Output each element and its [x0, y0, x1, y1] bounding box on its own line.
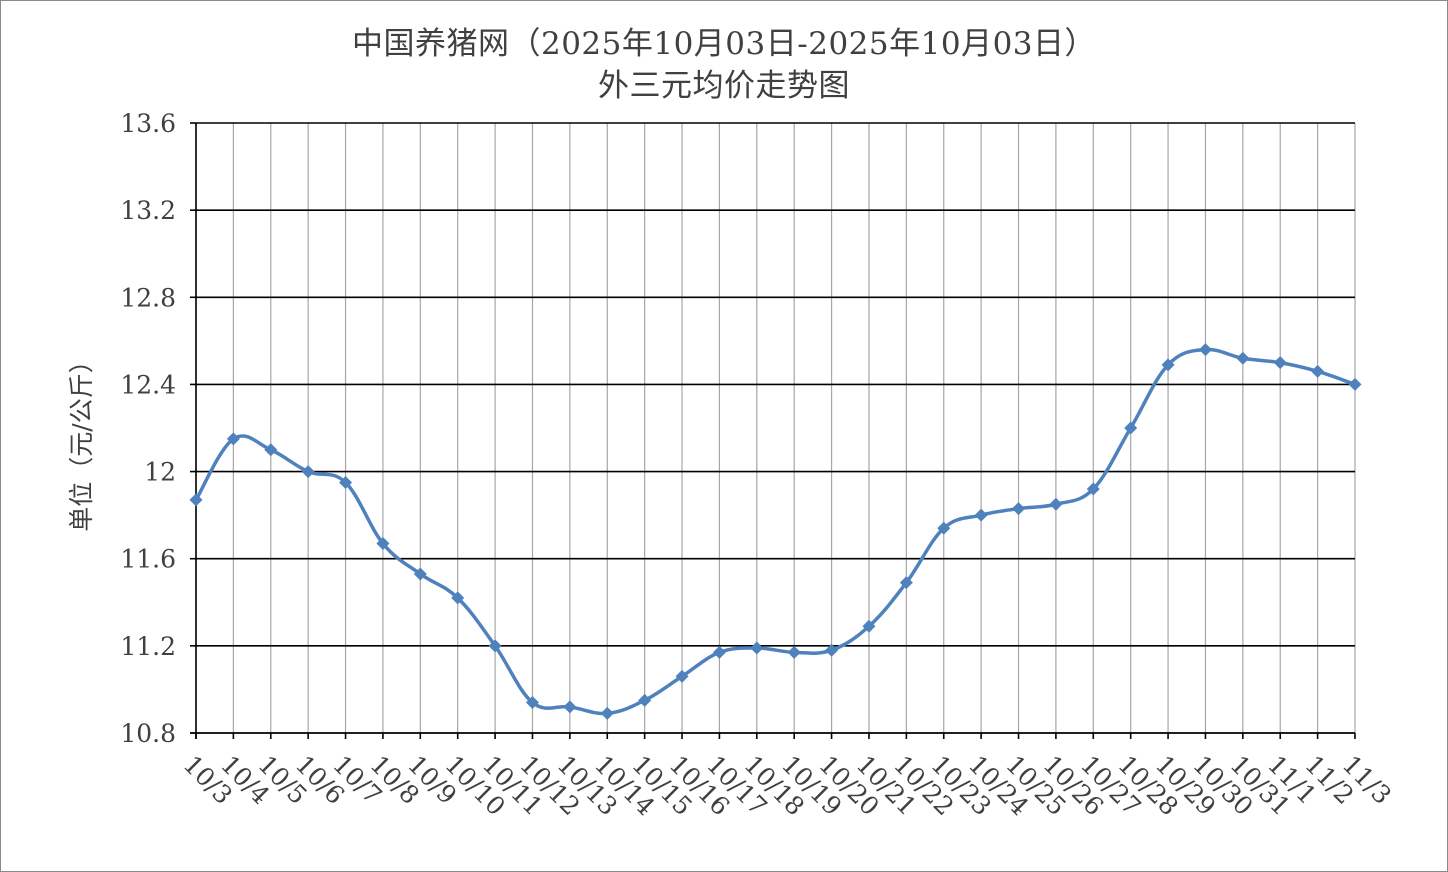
data-point: [862, 619, 876, 633]
y-tick-label: 12: [144, 458, 176, 487]
y-axis-ticks: 10.8 11.2 11.6 12 12.4 12.8 13.2 13.6: [120, 109, 196, 748]
data-point: [675, 669, 689, 683]
data-point: [712, 645, 726, 659]
y-tick-label: 10.8: [120, 719, 176, 748]
data-point: [301, 465, 315, 479]
data-point: [974, 508, 988, 522]
data-point: [451, 591, 465, 605]
data-point: [226, 432, 240, 446]
y-tick-label: 13.6: [120, 109, 176, 138]
data-point: [937, 521, 951, 535]
y-tick-label: 12.4: [120, 370, 176, 399]
data-point: [825, 643, 839, 657]
data-point: [264, 443, 278, 457]
data-point: [1273, 356, 1287, 370]
y-tick-label: 11.2: [120, 632, 176, 661]
data-point: [563, 700, 577, 714]
data-point: [339, 475, 353, 489]
chart-subtitle: 外三元均价走势图: [598, 68, 850, 104]
series-line: [194, 347, 1356, 716]
chart-title: 中国养猪网（2025年10月03日-2025年10月03日）: [351, 26, 1097, 62]
data-point: [1198, 343, 1212, 357]
y-tick-label: 12.8: [120, 283, 176, 312]
grid-lines: [190, 122, 1356, 739]
data-point: [376, 536, 390, 550]
x-axis-ticks: 10/310/410/510/610/710/810/910/1010/1110…: [178, 733, 1397, 821]
data-point: [600, 706, 614, 720]
data-point: [1086, 482, 1100, 496]
data-point: [1311, 364, 1325, 378]
data-point: [1348, 377, 1362, 391]
data-point: [413, 567, 427, 581]
y-tick-label: 13.2: [120, 196, 176, 225]
data-point: [899, 576, 913, 590]
data-point: [189, 493, 203, 507]
data-point: [1161, 358, 1175, 372]
series-group: [189, 343, 1362, 720]
data-point: [1049, 497, 1063, 511]
data-point: [638, 693, 652, 707]
y-axis-label: 单位（元/公斤）: [67, 348, 96, 531]
data-point: [750, 641, 764, 655]
data-point: [1236, 351, 1250, 365]
data-point: [488, 639, 502, 653]
data-point: [787, 645, 801, 659]
y-tick-label: 11.6: [120, 545, 176, 574]
data-point: [1124, 421, 1138, 435]
data-point: [525, 696, 539, 709]
data-point: [1012, 502, 1026, 516]
